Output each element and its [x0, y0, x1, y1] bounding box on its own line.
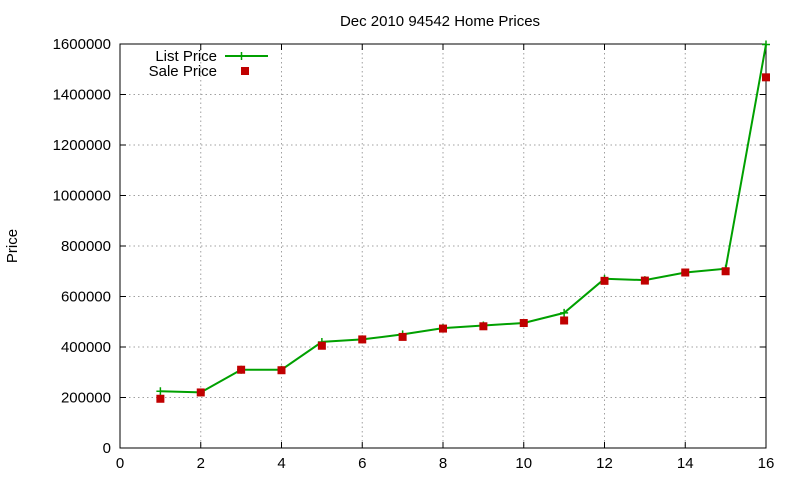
- y-tick-label: 1600000: [53, 36, 111, 53]
- series-sale-price: [156, 73, 770, 403]
- x-tick-label: 16: [758, 455, 775, 472]
- sale-price-point: [237, 365, 246, 374]
- list-price-point: [156, 387, 165, 396]
- x-tick-label: 8: [439, 455, 447, 472]
- sale-price-point: [479, 322, 488, 331]
- sale-price-point: [398, 332, 407, 341]
- sale-price-point: [358, 335, 367, 344]
- series-layer: [156, 40, 770, 403]
- sale-price-point: [640, 276, 649, 285]
- legend-label-sale-price: Sale Price: [149, 63, 217, 80]
- sale-price-point: [762, 73, 770, 82]
- grid: [120, 44, 766, 448]
- list-price-point: [762, 40, 770, 49]
- chart-title: Dec 2010 94542 Home Prices: [340, 13, 540, 30]
- sale-price-point: [681, 268, 690, 277]
- sale-price-point: [519, 319, 528, 328]
- legend-marker-sale-price: [241, 67, 249, 75]
- sale-price-point: [721, 267, 730, 276]
- x-tick-label: 2: [197, 455, 205, 472]
- axis-ticks: 0 2 4 6 8 10 12 14 16 0 200000 400000 600000 800000 10…: [53, 36, 775, 472]
- legend-label-list-price: List Price: [155, 48, 217, 65]
- series-list-price: [156, 40, 770, 397]
- sale-price-point: [439, 324, 447, 333]
- sale-price-point: [600, 276, 609, 285]
- y-tick-label: 1000000: [53, 188, 111, 205]
- y-tick-label: 1400000: [53, 87, 111, 104]
- sale-price-point: [560, 316, 569, 325]
- sale-price-point: [156, 394, 165, 403]
- y-tick-label: 0: [103, 440, 111, 457]
- legend: List Price Sale Price: [149, 48, 268, 80]
- x-tick-label: 10: [515, 455, 532, 472]
- x-tick-label: 6: [358, 455, 366, 472]
- x-tick-label: 4: [277, 455, 285, 472]
- list-price-point: [560, 308, 569, 317]
- x-tick-label: 14: [677, 455, 694, 472]
- x-tick-label: 12: [596, 455, 613, 472]
- y-tick-label: 600000: [61, 289, 111, 306]
- y-tick-label: 1200000: [53, 137, 111, 154]
- y-axis-title: Price: [4, 229, 21, 263]
- y-tick-label: 400000: [61, 339, 111, 356]
- sale-price-point: [317, 341, 326, 350]
- x-tick-label: 0: [116, 455, 124, 472]
- sale-price-point: [277, 366, 286, 375]
- sale-price-point: [196, 388, 205, 397]
- list-price-line: [160, 44, 767, 394]
- y-tick-label: 800000: [61, 238, 111, 255]
- legend-marker-list-price: [237, 52, 246, 60]
- y-tick-label: 200000: [61, 390, 111, 407]
